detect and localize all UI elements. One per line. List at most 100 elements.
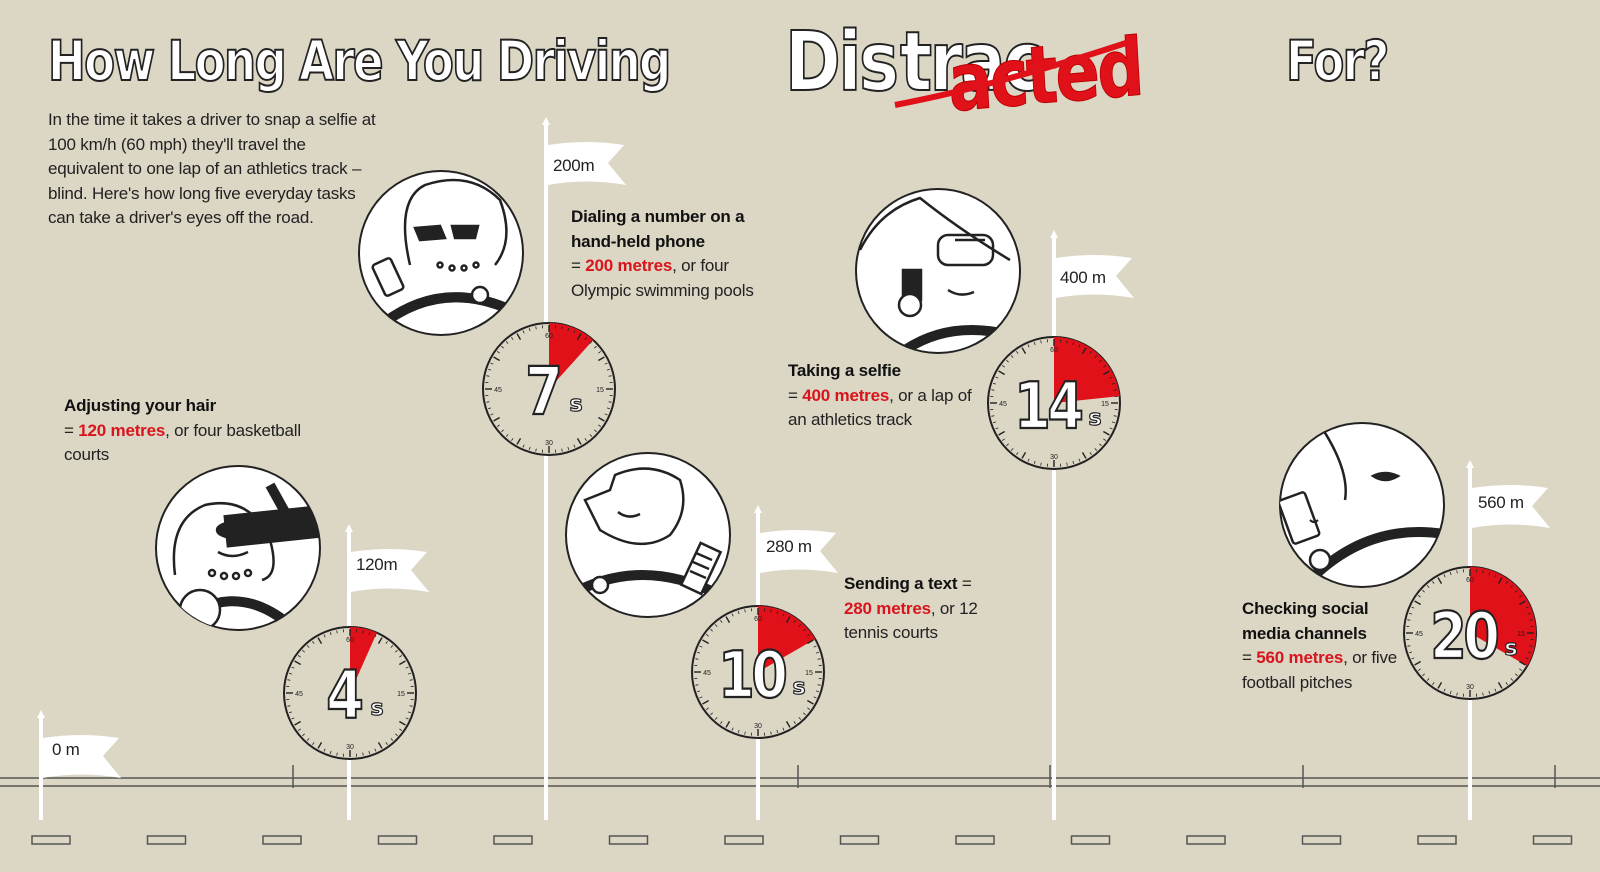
stopwatch-text: 60 15 30 45 10 s (691, 605, 825, 739)
lane-dash (724, 835, 764, 845)
caption-adjusting-hair: Adjusting your hair = 120 metres, or fou… (64, 394, 314, 468)
title-strikethrough (894, 37, 1136, 108)
dial-tick-label: 15 (1101, 401, 1109, 408)
stopwatch-selfie: 60 15 30 45 14 s (987, 336, 1121, 470)
dial-tick-label: 30 (1466, 684, 1474, 691)
flag (1472, 485, 1550, 528)
caption-eq: = (64, 420, 79, 440)
illustration-adjusting-hair (155, 465, 321, 631)
caption-title: Checking social media channels (1242, 599, 1369, 643)
flag-pole-dialing (542, 117, 626, 820)
flag-label-start: 0 m (52, 740, 80, 759)
illustration-sending-text (565, 452, 731, 618)
seconds-unit: s (792, 675, 805, 700)
seconds-value: 4 (326, 658, 362, 735)
flag-label-social: 560 m (1478, 493, 1524, 512)
seconds-value: 10 (718, 638, 785, 712)
caption-distance: 200 metres (585, 256, 673, 275)
caption-eq: = (788, 385, 803, 405)
lane-dash (1301, 835, 1342, 845)
illustration-checking-social (1279, 422, 1445, 588)
stopwatch-hair: 60 15 30 45 4 s (283, 626, 417, 760)
caption-rest: , or four basketball courts (64, 420, 301, 465)
caption-title: Sending a text (844, 574, 958, 593)
page-title: How Long Are You Driving Dis trac acted … (47, 15, 1498, 130)
caption-rest: , or a lap of an athletics track (788, 385, 972, 430)
lane-dash (31, 835, 71, 845)
dial-tick-label: 60 (1466, 577, 1474, 584)
seconds-unit: s (370, 696, 383, 721)
caption-title: Taking a selfie (788, 361, 901, 380)
illustration-taking-selfie (855, 188, 1021, 354)
dial-tick-label: 30 (545, 440, 553, 447)
flag (43, 735, 121, 778)
caption-distance: 280 metres (844, 598, 931, 618)
road-markers (39, 765, 1556, 788)
dial-tick-label: 30 (346, 744, 354, 751)
flag-label-selfie: 400 m (1060, 268, 1106, 287)
dial-tick-label: 30 (1050, 454, 1058, 461)
dial-tick-label: 45 (295, 691, 303, 698)
lane-dash (1417, 835, 1457, 845)
caption-rest: , or 12 tennis courts (844, 598, 978, 643)
caption-distance: 120 metres (78, 420, 166, 440)
title-dis: Dis (784, 15, 900, 110)
flag (1056, 255, 1134, 298)
lane-dash (1532, 835, 1573, 845)
caption-rest: , or five football pitches (1242, 648, 1398, 692)
flag (548, 142, 626, 185)
flag (351, 549, 429, 592)
caption-eq: = (957, 574, 972, 593)
dial-tick-label: 30 (754, 723, 762, 730)
lane-dash (377, 835, 418, 845)
lane-dash (955, 835, 995, 845)
stopwatch-social: 60 15 30 45 20 s (1403, 566, 1537, 700)
flag-pole-selfie (1050, 230, 1134, 820)
caption-dialing-phone: Dialing a number on a hand-held phone = … (571, 205, 786, 303)
distance-flags (37, 117, 1550, 820)
lane-dash (608, 835, 649, 845)
caption-eq: = (571, 256, 586, 275)
title-part-2: For? (1285, 29, 1390, 93)
dial-tick-label: 60 (545, 333, 553, 340)
caption-distance: 400 metres (802, 385, 890, 405)
dial-tick-label: 60 (346, 637, 354, 644)
elapsed-wedge (1054, 337, 1120, 403)
dial-tick-label: 15 (596, 387, 604, 394)
seconds-unit: s (569, 392, 582, 417)
dial-tick-label: 60 (1050, 347, 1058, 354)
stopwatch-dialing: 60 15 30 45 7 s (482, 322, 616, 456)
dial-tick-label: 45 (703, 670, 711, 677)
lane-dash (1186, 835, 1226, 845)
lane-dashes (31, 835, 1573, 845)
illustration-dialing-phone (358, 170, 524, 336)
dial-tick-label: 15 (397, 691, 405, 698)
elapsed-wedge (758, 606, 816, 672)
elapsed-wedge (1470, 566, 1537, 666)
seconds-value: 20 (1430, 599, 1497, 673)
lane-dash (1070, 835, 1111, 845)
caption-taking-selfie: Taking a selfie = 400 metres, or a lap o… (788, 359, 983, 433)
flag (760, 530, 838, 573)
caption-sending-text: Sending a text = 280 metres, or 12 tenni… (844, 572, 1004, 646)
caption-title: Dialing a number on a hand-held phone (571, 207, 745, 251)
caption-checking-social: Checking social media channels = 560 met… (1242, 597, 1402, 695)
elapsed-wedge (350, 627, 377, 693)
dial-tick-label: 45 (999, 401, 1007, 408)
flag-label-dialing: 200m (553, 156, 595, 175)
lane-dash (262, 835, 302, 845)
flag-label-hair: 120m (356, 555, 398, 574)
caption-rest: , or four Olympic swimming pools (571, 256, 754, 300)
dial-tick-label: 15 (805, 670, 813, 677)
caption-title: Adjusting your hair (64, 396, 217, 415)
intro-text: In the time it takes a driver to snap a … (48, 110, 376, 227)
flag-label-text: 280 m (766, 537, 812, 556)
seconds-unit: s (1504, 636, 1517, 661)
dial-tick-label: 15 (1517, 631, 1525, 638)
seconds-unit: s (1088, 406, 1101, 431)
seconds-value: 7 (525, 354, 559, 431)
seconds-value: 14 (1014, 369, 1082, 443)
caption-distance: 560 metres (1256, 648, 1344, 667)
